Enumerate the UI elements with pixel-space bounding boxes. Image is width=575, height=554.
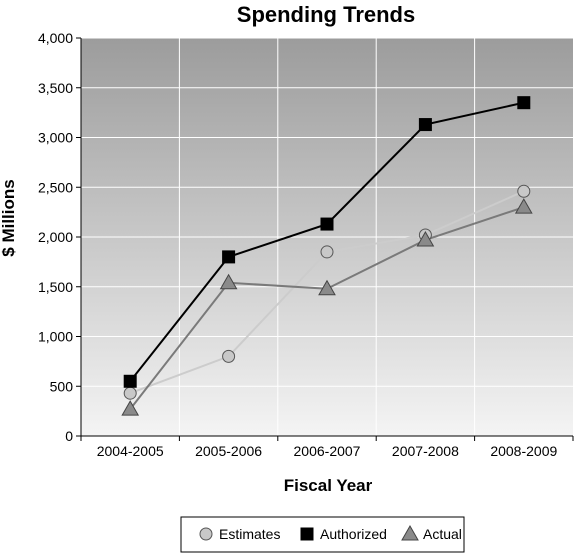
legend-label: Authorized: [320, 526, 387, 542]
x-axis-tick-labels: 2004-2005 2005-2006 2006-2007 2007-2008 2008…: [97, 443, 558, 459]
series-markers: [121, 96, 533, 416]
data-point-estimates: [123, 386, 137, 400]
data-point-authorized: [320, 217, 334, 231]
y-axis-tick-labels: 0 500 1,000 1,500 2,000 2,500 3,000 3,500 4,000: [38, 30, 73, 444]
data-point-actual: [514, 198, 533, 214]
x-tick-label: 2005-2006: [195, 443, 262, 459]
x-tick-label: 2007-2008: [392, 443, 459, 459]
data-point-estimates: [222, 349, 236, 363]
x-axis-title: Fiscal Year: [284, 476, 373, 495]
legend-item-actual: Actual: [401, 524, 462, 542]
legend-marker-authorized: [300, 527, 314, 541]
data-point-estimates: [320, 245, 334, 259]
data-point-authorized: [123, 374, 137, 388]
y-tick-label: 4,000: [38, 30, 73, 46]
legend-label: Estimates: [219, 526, 280, 542]
data-point-authorized: [418, 118, 432, 132]
axes: [76, 37, 574, 441]
legend-marker-estimates: [199, 527, 213, 541]
legend-box: [180, 516, 465, 553]
legend-marker-actual: [401, 524, 419, 541]
y-tick-label: 1,000: [38, 329, 73, 345]
data-point-actual: [416, 230, 435, 247]
legend-items: Estimates Authorized Actual: [199, 524, 462, 542]
data-point-estimates: [517, 184, 531, 198]
chart-title: Spending Trends: [237, 2, 415, 27]
y-tick-label: 3,500: [38, 80, 73, 96]
y-tick-label: 1,500: [38, 279, 73, 295]
y-tick-label: 2,000: [38, 229, 73, 245]
legend: Estimates Authorized Actual: [180, 516, 465, 553]
legend-label: Actual: [423, 526, 462, 542]
legend-item-estimates: Estimates: [199, 526, 280, 542]
x-tick-label: 2004-2005: [97, 443, 164, 459]
y-tick-label: 3,000: [38, 130, 73, 146]
y-tick-label: 500: [50, 378, 74, 394]
y-tick-label: 2,500: [38, 179, 73, 195]
y-tick-label: 0: [65, 428, 73, 444]
data-point-authorized: [222, 250, 236, 264]
data-point-actual: [219, 273, 238, 290]
data-point-actual: [318, 279, 336, 296]
y-axis-title: $ Millions: [0, 179, 18, 256]
x-tick-label: 2008-2009: [490, 443, 557, 459]
x-tick-label: 2006-2007: [294, 443, 361, 459]
data-point-authorized: [517, 96, 531, 110]
data-point-actual: [121, 400, 140, 416]
legend-item-authorized: Authorized: [300, 526, 387, 542]
